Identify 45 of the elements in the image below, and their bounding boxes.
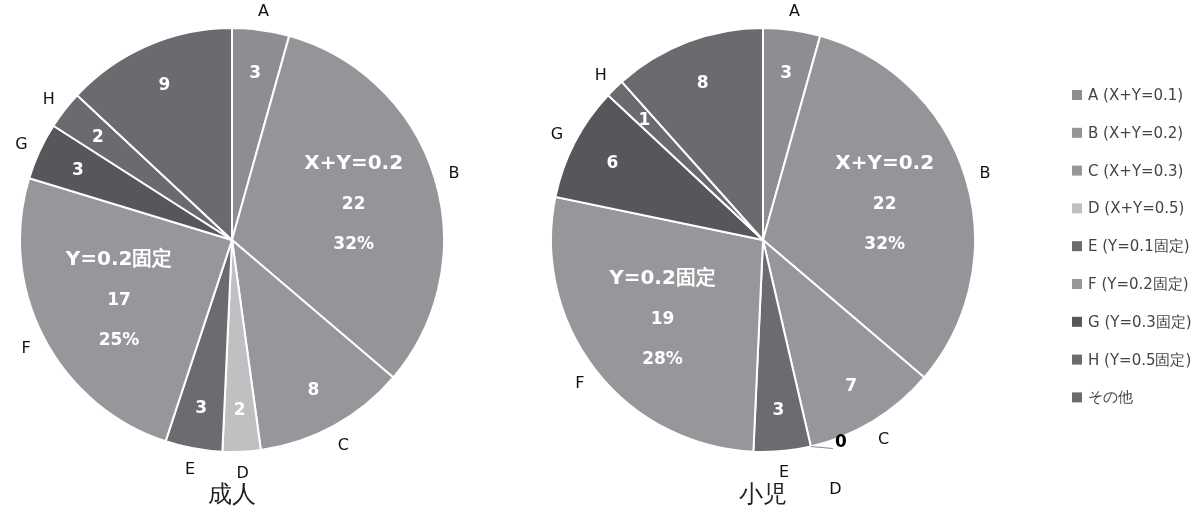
data-label: 6 (606, 151, 619, 172)
data-label: 8 (696, 71, 709, 92)
legend-label: C (X+Y=0.3) (1088, 161, 1184, 180)
text: 成人 (208, 480, 256, 508)
text: F (575, 373, 585, 393)
data-label: X+Y=0.2 22 32% (304, 149, 404, 253)
data-label: 3 (72, 158, 84, 179)
legend-label: E (Y=0.1固定) (1088, 237, 1190, 256)
slice-label: H (42, 88, 55, 108)
text: E (779, 462, 790, 482)
text: H (594, 65, 607, 85)
slice-label: A (258, 1, 270, 21)
text: D (829, 479, 842, 499)
legend-label: A (X+Y=0.1) (1088, 86, 1184, 104)
data-label: 3 (780, 61, 793, 82)
data-label: Y=0.2固定 19 28% (608, 265, 716, 369)
slice-label: G (15, 133, 28, 153)
data-label: 3 (195, 396, 208, 417)
data-label: 8 (307, 378, 320, 399)
legend-label: F (Y=0.2固定) (1088, 275, 1189, 293)
data-label: X+Y=0.2 22 32% (835, 149, 935, 253)
slice-label: D (236, 462, 249, 482)
text: 0 (834, 430, 847, 451)
data-label: 1 (638, 108, 651, 129)
text: B (979, 163, 991, 183)
data-label: 2 (233, 399, 246, 420)
data-label: 3 (772, 398, 785, 419)
data-label: 9 (158, 74, 171, 95)
data-label: Y=0.2固定 17 25% (64, 245, 173, 349)
legend-label: D (X+Y=0.5) (1088, 199, 1185, 218)
slice-label: E (184, 459, 196, 479)
data-label: 3 (249, 61, 262, 82)
legend-label: H (Y=0.5固定) (1088, 350, 1192, 369)
legend-label: その他 (1088, 388, 1133, 407)
slice-label: C (337, 434, 349, 454)
text: 小児 (739, 480, 787, 508)
legend-label: B (X+Y=0.2) (1088, 123, 1184, 142)
text: G (550, 124, 564, 144)
slice-label: B (448, 163, 460, 183)
slice-label: F (21, 337, 31, 357)
data-label: 2 (92, 125, 104, 146)
text: C (877, 429, 890, 449)
text: A (789, 1, 801, 21)
data-label: 7 (845, 374, 858, 395)
legend-label: G (Y=0.3固定) (1088, 312, 1192, 331)
